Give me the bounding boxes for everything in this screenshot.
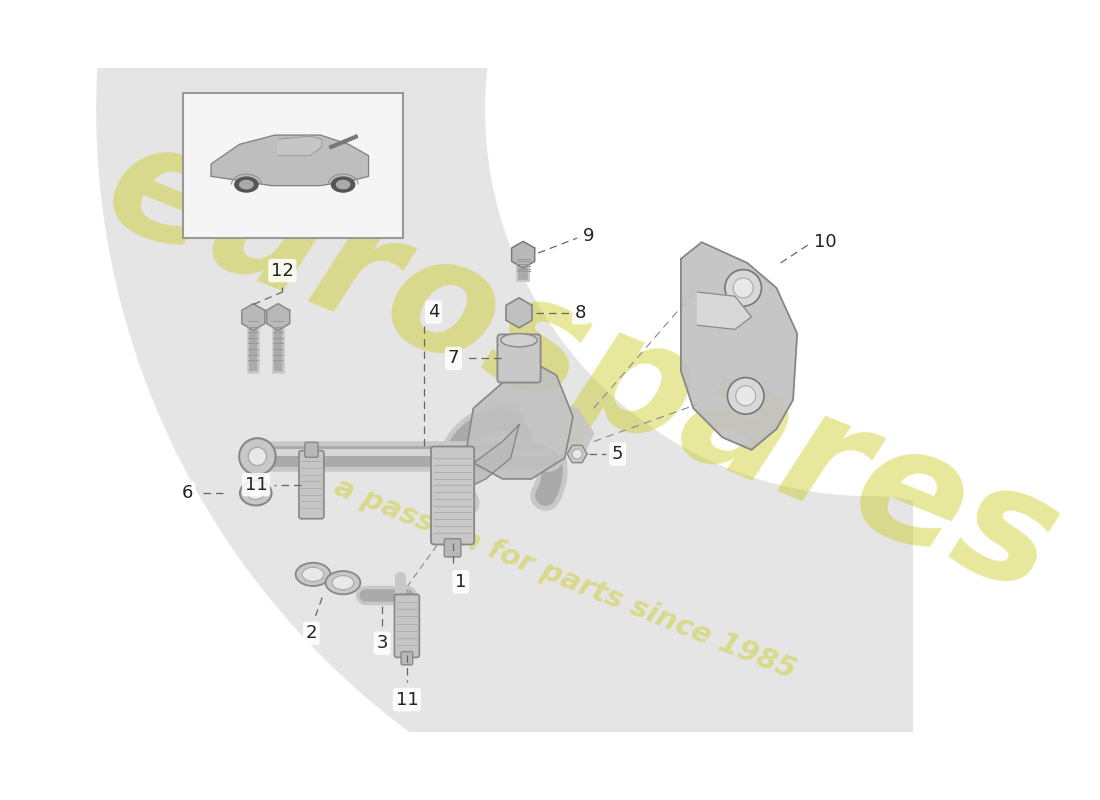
Text: 4: 4 — [428, 303, 439, 321]
FancyBboxPatch shape — [497, 334, 540, 382]
Ellipse shape — [337, 181, 350, 189]
Polygon shape — [697, 292, 751, 330]
Ellipse shape — [240, 181, 253, 189]
Circle shape — [736, 386, 756, 406]
Text: 8: 8 — [574, 304, 586, 322]
Text: 11: 11 — [396, 690, 418, 709]
Polygon shape — [512, 242, 535, 268]
Ellipse shape — [332, 576, 354, 590]
Polygon shape — [681, 242, 798, 450]
Ellipse shape — [326, 571, 361, 594]
Circle shape — [249, 447, 266, 466]
Text: 10: 10 — [814, 234, 836, 251]
Circle shape — [734, 278, 754, 298]
Ellipse shape — [234, 177, 258, 192]
FancyBboxPatch shape — [402, 652, 412, 665]
Ellipse shape — [500, 334, 537, 347]
Polygon shape — [519, 400, 594, 454]
Ellipse shape — [248, 486, 264, 500]
Text: 1: 1 — [455, 573, 466, 590]
FancyBboxPatch shape — [305, 442, 318, 458]
Text: 5: 5 — [612, 445, 624, 463]
Circle shape — [239, 438, 276, 474]
Polygon shape — [242, 304, 265, 330]
Polygon shape — [278, 136, 322, 156]
Bar — [183, 93, 403, 238]
Circle shape — [727, 378, 764, 414]
Ellipse shape — [240, 481, 272, 506]
Polygon shape — [452, 425, 519, 491]
Text: eurospares: eurospares — [84, 106, 1079, 628]
Polygon shape — [568, 446, 587, 462]
Text: 7: 7 — [448, 350, 459, 367]
Text: 2: 2 — [306, 624, 317, 642]
Text: 9: 9 — [583, 227, 594, 246]
Ellipse shape — [331, 177, 354, 192]
Polygon shape — [465, 354, 573, 479]
Circle shape — [572, 449, 582, 459]
Polygon shape — [266, 304, 289, 330]
Ellipse shape — [296, 562, 330, 586]
FancyBboxPatch shape — [299, 450, 323, 518]
FancyBboxPatch shape — [431, 446, 474, 545]
Ellipse shape — [302, 567, 323, 582]
Text: a passion for parts since 1985: a passion for parts since 1985 — [330, 473, 800, 684]
FancyBboxPatch shape — [444, 538, 461, 557]
Text: 6: 6 — [182, 484, 192, 502]
FancyBboxPatch shape — [395, 594, 419, 658]
Text: 11: 11 — [244, 476, 267, 494]
Text: 12: 12 — [271, 262, 294, 279]
Circle shape — [725, 270, 761, 306]
Polygon shape — [506, 298, 532, 328]
Polygon shape — [211, 135, 368, 186]
Text: 3: 3 — [376, 634, 387, 652]
